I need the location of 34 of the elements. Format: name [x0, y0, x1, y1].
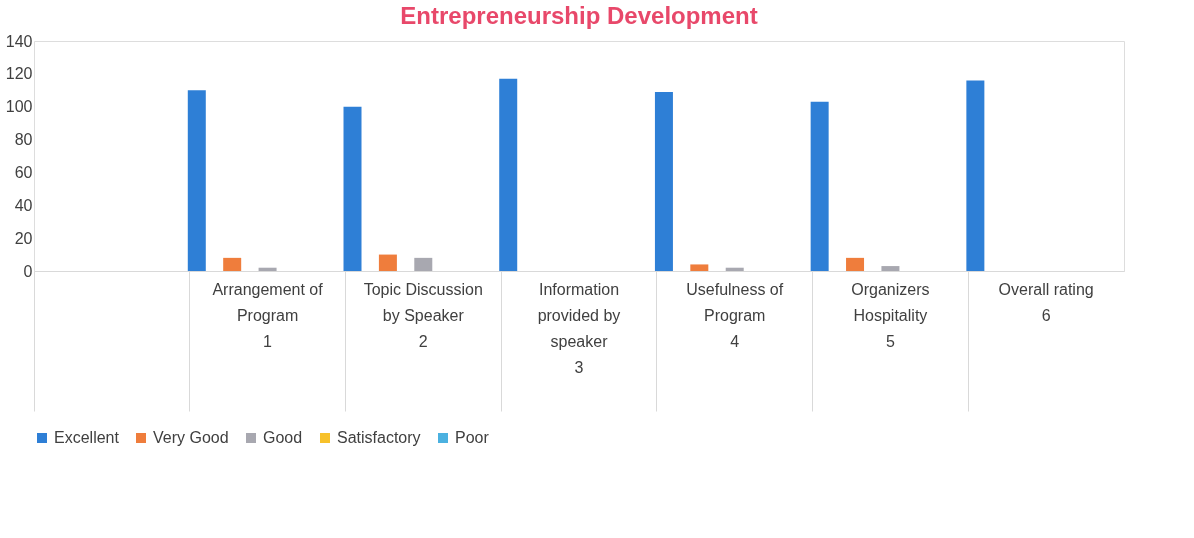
bar	[187, 90, 206, 271]
y-tick-label: 100	[5, 98, 33, 116]
x-tick-label: Overall rating 6	[998, 280, 1094, 324]
x-tick-label: Usefulness of Program 4	[686, 280, 784, 350]
y-tick-label: 40	[14, 196, 33, 214]
x-tick-label: Information provided by speaker 3	[537, 280, 621, 376]
bar	[499, 78, 518, 271]
bar	[846, 257, 865, 271]
y-tick-label: 80	[14, 131, 33, 149]
bar	[654, 91, 673, 271]
chart-title: Entrepreneurship Development	[400, 2, 758, 29]
y-tick-label: 20	[14, 229, 33, 247]
bar	[343, 106, 362, 271]
legend-label: Excellent	[54, 429, 120, 446]
bar	[258, 267, 277, 271]
bar	[378, 254, 397, 271]
x-tick-label: Organizers Hospitality 5	[851, 280, 930, 350]
bar	[810, 101, 829, 271]
bar	[414, 257, 433, 271]
y-tick-label: 0	[23, 262, 33, 280]
y-tick-label: 60	[14, 163, 33, 181]
legend-label: Good	[263, 429, 303, 446]
x-tick-label: Topic Discussion by Speaker 2	[363, 280, 483, 350]
bar	[690, 264, 709, 271]
legend-label: Satisfactory	[337, 429, 421, 446]
legend-label: Poor	[455, 429, 490, 446]
y-tick-label: 140	[5, 32, 33, 50]
bar	[881, 266, 900, 271]
legend-label: Very Good	[153, 429, 229, 446]
x-tick-label: Arrangement of Program 1	[212, 280, 324, 350]
y-tick-label: 120	[5, 65, 33, 83]
bar	[725, 267, 744, 271]
bar	[223, 257, 242, 271]
bar	[966, 80, 985, 271]
